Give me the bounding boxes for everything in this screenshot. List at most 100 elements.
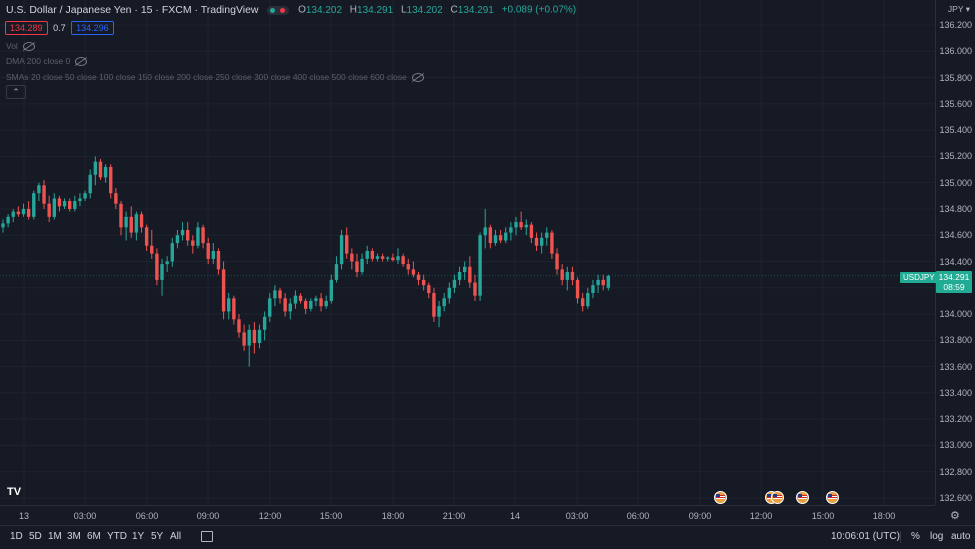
indicator-smas[interactable]: SMAs 20 close 50 close 100 close 150 clo… — [6, 72, 424, 83]
timeframe-5y-button[interactable]: 5Y — [151, 531, 164, 542]
price-tick-label: 136.000 — [939, 46, 972, 57]
candle-body — [252, 329, 257, 343]
clock-time[interactable]: 10:06:01 (UTC) — [831, 531, 900, 542]
candle-body — [452, 279, 457, 288]
us-flag-event-icon[interactable] — [826, 491, 839, 504]
currency-label: JPY — [947, 4, 964, 14]
symbol-title[interactable]: U.S. Dollar / Japanese Yen · 15 · FXCM ·… — [6, 4, 259, 16]
candle-body — [345, 235, 349, 254]
candle-body — [16, 211, 21, 215]
price-tick-label: 136.200 — [939, 20, 972, 30]
tradingview-logo-icon[interactable]: TV — [7, 486, 22, 498]
time-tick-label: 06:00 — [626, 511, 650, 521]
candle-body — [211, 250, 216, 259]
ohlc-l-label: L — [400, 4, 407, 16]
candle-body — [442, 298, 446, 307]
time-tick-label: 15:00 — [811, 511, 835, 521]
candle-body — [550, 232, 554, 254]
candle-body — [524, 224, 528, 228]
candle-body — [329, 279, 334, 301]
sell-price-button[interactable]: 134.289 — [5, 21, 48, 35]
percent-scale-toggle[interactable]: % — [911, 531, 920, 542]
candle-body — [216, 250, 221, 270]
timeframe-all-button[interactable]: All — [170, 531, 182, 542]
candle-body — [396, 256, 400, 261]
timeframe-5d-button[interactable]: 5D — [29, 531, 42, 542]
time-tick-label: 18:00 — [381, 511, 405, 521]
candle-body — [529, 224, 534, 238]
candle-body — [519, 222, 523, 228]
timeframe-3m-button[interactable]: 3M — [67, 531, 81, 542]
hidden-eye-icon[interactable] — [411, 73, 424, 83]
candle-body — [165, 261, 169, 265]
candle-body — [504, 232, 508, 241]
candle-body — [227, 298, 231, 312]
date-range-icon[interactable] — [201, 531, 213, 542]
us-flag-event-icon[interactable] — [714, 491, 727, 504]
settings-gear-icon[interactable]: ⚙ — [950, 510, 960, 522]
candle-body — [596, 279, 600, 286]
timeframe-1d-button[interactable]: 1D — [10, 531, 23, 542]
indicator-vol[interactable]: Vol — [6, 41, 35, 52]
currency-selector[interactable]: JPY ▾ — [948, 4, 970, 15]
chart-grid — [0, 0, 935, 505]
svg-text:TV: TV — [7, 486, 22, 498]
market-status-toggle-icon[interactable] — [267, 5, 290, 15]
price-tick-label: 135.600 — [939, 98, 972, 109]
ohlc-change: +0.089 (+0.07%) — [501, 4, 577, 16]
timeframe-ytd-button[interactable]: YTD — [107, 531, 127, 542]
candle-body — [350, 253, 354, 262]
toolbar-divider — [900, 531, 901, 543]
candle-body — [539, 237, 544, 246]
price-axis[interactable]: JPY ▾ 136.200 136.000 135.800 135.600 135.40… — [935, 0, 975, 505]
time-tick-label: 06:00 — [135, 511, 159, 521]
timeframe-6m-button[interactable]: 6M — [87, 531, 101, 542]
log-scale-toggle[interactable]: log — [930, 531, 944, 542]
candle-body — [160, 264, 164, 280]
indicator-dma[interactable]: DMA 200 close 0 — [6, 56, 88, 67]
price-tick-label: 133.000 — [939, 440, 972, 451]
candle-body — [257, 329, 262, 343]
candle-body — [580, 298, 585, 307]
price-tick-label: 133.800 — [939, 335, 972, 346]
candle-body — [83, 193, 87, 199]
collapse-indicators-button[interactable]: ⌃ — [6, 85, 26, 99]
candle-body — [52, 198, 56, 217]
candle-body — [370, 250, 375, 259]
price-tick-label: 132.800 — [939, 466, 972, 477]
timeframe-1m-button[interactable]: 1M — [48, 531, 62, 542]
candle-body — [570, 272, 575, 280]
candle-body — [586, 293, 590, 307]
candle-body — [98, 161, 103, 178]
price-tick-label: 135.200 — [939, 151, 972, 162]
candle-body — [365, 250, 369, 259]
time-tick-label: 12:00 — [258, 511, 282, 521]
candle-body — [242, 332, 246, 346]
candle-body — [88, 174, 92, 194]
indicator-smas-label: SMAs 20 close 50 close 100 close 150 clo… — [6, 72, 407, 82]
candle-body — [175, 235, 180, 244]
candle-body — [262, 316, 267, 330]
candle-body — [298, 295, 303, 301]
us-flag-event-icon[interactable] — [796, 491, 809, 504]
candle-body — [109, 166, 113, 194]
hidden-eye-icon[interactable] — [75, 57, 88, 67]
time-tick-label: 12:00 — [749, 511, 773, 521]
candle-body — [124, 216, 128, 228]
price-chart[interactable]: TV — [0, 0, 935, 505]
buy-price-button[interactable]: 134.296 — [71, 21, 114, 35]
time-axis[interactable]: 13 03:00 06:00 09:00 12:00 15:00 18:00 21:00 14 0… — [0, 505, 960, 526]
candle-body — [11, 211, 15, 217]
auto-scale-toggle[interactable]: auto — [951, 531, 971, 542]
spread-value: 0.7 — [53, 23, 66, 33]
candle-body — [57, 198, 62, 207]
candle-body — [416, 274, 421, 280]
bar-countdown: 08:59 — [943, 282, 965, 292]
time-tick-label: 03:00 — [73, 511, 97, 521]
candle-body — [196, 227, 200, 246]
timeframe-1y-button[interactable]: 1Y — [132, 531, 145, 542]
candle-body — [427, 285, 431, 294]
hidden-eye-icon[interactable] — [22, 42, 35, 52]
us-flag-event-icon[interactable] — [771, 491, 784, 504]
candle-body — [591, 285, 595, 294]
